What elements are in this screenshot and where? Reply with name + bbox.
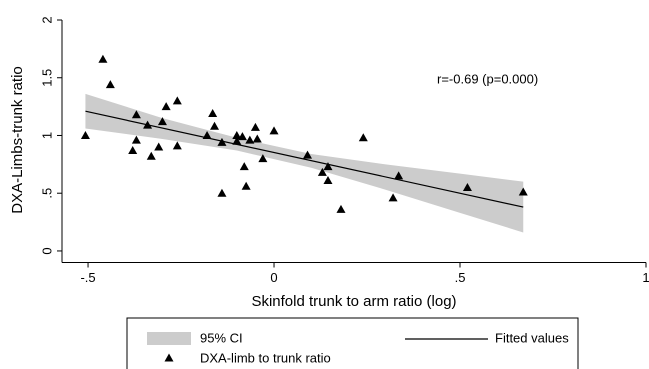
y-tick-label: .5 (39, 188, 54, 199)
point (250, 122, 260, 131)
point (241, 181, 251, 190)
point (217, 137, 227, 146)
point (131, 110, 141, 119)
y-tick-label: 0 (39, 247, 54, 254)
point (388, 193, 398, 202)
annotation: r=-0.69 (p=0.000) (437, 71, 538, 86)
y-tick-label: 1.5 (39, 69, 54, 87)
point (217, 188, 227, 197)
point (157, 117, 167, 126)
point (303, 150, 313, 159)
y-tick-label: 1 (39, 132, 54, 139)
legend-label: DXA-limb to trunk ratio (200, 350, 331, 365)
point (172, 141, 182, 150)
legend-swatch (147, 332, 191, 345)
point (146, 151, 156, 160)
point (154, 142, 164, 151)
ci-band (85, 93, 524, 233)
legend-label: Fitted values (495, 330, 569, 345)
x-tick-label: 0 (270, 270, 277, 285)
point (258, 154, 268, 163)
point (131, 135, 141, 144)
y-axis-title: DXA-Limbs-trunk ratio (9, 66, 26, 214)
point (98, 54, 108, 63)
legend-label: 95% CI (200, 330, 243, 345)
point (232, 136, 242, 145)
point (252, 134, 262, 143)
point (323, 162, 333, 171)
x-tick-label: 1 (642, 270, 649, 285)
point (323, 176, 333, 185)
point (105, 80, 115, 89)
point (237, 132, 247, 141)
point (462, 182, 472, 191)
x-axis-title: Skinfold trunk to arm ratio (log) (251, 293, 456, 310)
point (143, 120, 153, 129)
legend-box (126, 317, 579, 369)
point (232, 130, 242, 139)
point (210, 121, 220, 130)
point (336, 204, 346, 213)
point (208, 109, 218, 118)
point (161, 102, 171, 111)
point (518, 187, 528, 196)
point (202, 130, 212, 139)
legend-swatch (164, 353, 174, 362)
point (245, 135, 255, 144)
fit-line (85, 110, 524, 208)
x-tick-label: -.5 (80, 270, 95, 285)
point (394, 171, 404, 180)
point (317, 167, 327, 176)
point (128, 145, 138, 154)
point (80, 130, 90, 139)
point (269, 126, 279, 135)
point (172, 96, 182, 105)
x-tick-label: .5 (455, 270, 466, 285)
point (239, 162, 249, 171)
point (358, 133, 368, 142)
y-tick-label: 2 (39, 16, 54, 23)
